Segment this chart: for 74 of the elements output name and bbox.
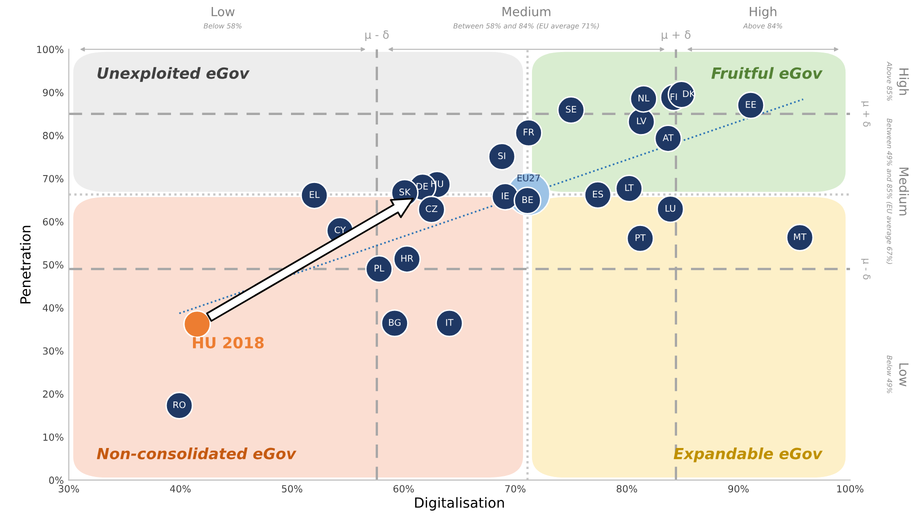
point (488, 142, 516, 170)
series-label: HU 2018 (192, 336, 264, 348)
y-tick-label: 20% (43, 390, 64, 398)
series-label: SK (399, 188, 411, 196)
point (615, 174, 643, 202)
x-tick-label: 30% (58, 485, 80, 492)
y-tick-label: 40% (42, 304, 64, 312)
series-label: LU (666, 205, 676, 212)
x-tick-label: 90% (728, 485, 749, 492)
y-tick-label: 50% (43, 261, 64, 269)
series-label: BG (389, 319, 400, 326)
point (584, 181, 612, 209)
point (300, 181, 328, 210)
x-tick-label: 40% (170, 485, 191, 492)
ref-line-label: µ - δ (365, 30, 389, 41)
series-label: PL (374, 264, 384, 272)
series-label: HR (401, 255, 414, 262)
y-tick-label: 60% (42, 218, 64, 226)
text: Low (212, 7, 235, 16)
annotation: Non-consolidated eGov (96, 448, 296, 460)
series-label: ES (592, 190, 604, 198)
point (630, 84, 658, 113)
ref-line-label: µ - δ (861, 258, 870, 280)
series-label: FR (524, 128, 534, 136)
series-label: AT (662, 134, 674, 141)
series-label: EU27 (518, 174, 540, 182)
text: High (896, 68, 909, 95)
y-tick-label: 30% (43, 347, 64, 355)
series-label: IE (502, 192, 509, 200)
annotation: Unexploited eGov (98, 67, 250, 82)
series-label: SI (498, 152, 506, 160)
ref-line-label: µ + δ (662, 30, 690, 41)
text: Medium (502, 6, 550, 16)
point (656, 195, 684, 223)
x-tick-label: 50% (282, 485, 302, 492)
point (183, 310, 211, 338)
y-tick-label: 70% (43, 175, 64, 182)
point (436, 309, 464, 338)
x-axis-title: Digitalisation (415, 497, 504, 511)
series-label: FI (670, 93, 677, 100)
series-label: IT (446, 319, 454, 326)
y-axis-title: Penetration (20, 226, 31, 304)
series-label: EL (310, 191, 320, 198)
y-tick-label: 80% (42, 132, 64, 140)
x-tick-label: 80% (616, 485, 638, 492)
series-label: BE (522, 196, 533, 203)
series-label: LT (625, 184, 634, 191)
series-label: RO (173, 401, 186, 408)
series-label: LV (637, 118, 646, 124)
annotation: Expandable eGov (674, 448, 823, 462)
y-tick-label: 10% (43, 433, 64, 441)
ref-line-label: µ + δ (861, 102, 870, 127)
y-tick-label: 0% (49, 476, 64, 484)
x-tick-label: 70% (505, 485, 526, 492)
point (365, 255, 393, 283)
text: High (750, 6, 776, 19)
point (736, 91, 765, 120)
point (380, 309, 409, 338)
series-label: MT (794, 233, 807, 240)
y-tick-label: 100% (37, 46, 64, 54)
point (514, 119, 542, 147)
point (626, 224, 654, 252)
annotation: Fruitful eGov (711, 67, 823, 79)
x-tick-label: 60% (393, 485, 414, 492)
series-label: EE (746, 101, 756, 108)
x-tick-label: 100% (837, 485, 864, 492)
text: Medium (899, 168, 909, 216)
text: Low (899, 363, 908, 386)
series-label: PT (636, 234, 646, 241)
y-tick-label: 90% (42, 88, 64, 96)
series-label: CZ (426, 205, 438, 212)
series-label: NL (638, 94, 650, 102)
series-label: SE (566, 106, 576, 113)
series-label: CY (334, 226, 346, 234)
